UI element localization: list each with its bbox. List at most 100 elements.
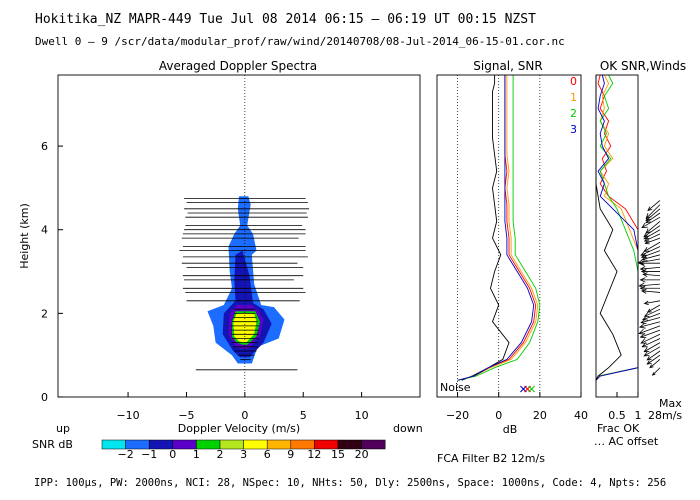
signal-panel-title: Signal, SNR <box>473 59 542 73</box>
x-tick-label: 0 <box>241 409 248 422</box>
signal-series-line <box>457 75 535 381</box>
figure-subtitle: Dwell 0 – 9 /scr/data/modular_prof/raw/w… <box>35 35 565 48</box>
wind-vector-head <box>640 318 647 324</box>
wind-vector <box>643 273 661 277</box>
wind-vector <box>639 283 661 287</box>
wind-vector <box>644 241 661 252</box>
beam-label: 2 <box>570 107 577 120</box>
ok-x-tick-label: 1 <box>635 409 642 422</box>
spectra-frame <box>57 74 421 398</box>
figure-title: Hokitika_NZ MAPR-449 Tue Jul 08 2014 06:… <box>35 12 536 27</box>
wind-vector-head <box>637 258 645 265</box>
ok-snr-winds-panel: 0 1 2 3 0.5 1 Frac OK ․․․ AC offset Max 28m/… <box>570 74 682 448</box>
wind-vector-head <box>639 277 646 283</box>
wind-vector <box>647 304 661 313</box>
noise-label: Noise <box>440 381 471 394</box>
wind-vector-head <box>646 360 652 365</box>
ok-x-tick-label: 0.5 <box>608 409 626 422</box>
beam-label: 3 <box>570 123 577 136</box>
wind-vector-head <box>645 228 652 234</box>
wind-vector-head <box>640 250 647 256</box>
signal-x-tick-label: 20 <box>533 409 547 422</box>
wind-vector-head <box>646 308 652 313</box>
wind-vector <box>646 354 661 365</box>
wind-vector <box>642 312 661 320</box>
wind-vector-head <box>649 364 654 369</box>
colorbar-tick-label: 0 <box>169 448 176 461</box>
wind-vector <box>642 254 661 260</box>
wind-vector <box>641 216 661 228</box>
wind-vector-head <box>641 342 648 348</box>
ac-offset-label: ․․․ AC offset <box>594 435 659 448</box>
signal-series-line <box>457 75 537 381</box>
wind-vector <box>649 359 661 369</box>
wind-vector <box>645 204 661 219</box>
wind-vector <box>645 237 661 244</box>
wind-vector-head <box>643 246 650 252</box>
colorbar-tick-label: −1 <box>141 448 157 461</box>
wind-vector <box>640 266 661 270</box>
filter-label: FCA Filter B2 12m/s <box>437 452 545 465</box>
wind-vector-head <box>639 265 646 272</box>
colorbar-swatch <box>361 439 386 450</box>
wind-vectors <box>637 200 661 376</box>
wind-vector <box>645 212 661 224</box>
wind-vector <box>641 317 661 323</box>
wind-vector <box>647 200 661 211</box>
wind-vector-head <box>643 351 650 357</box>
y-tick-label: 0 <box>41 391 48 404</box>
colorbar-tick-label: 9 <box>287 448 294 461</box>
wind-vector <box>644 300 661 304</box>
acquisition-parameters: IPP: 100μs, PW: 2000ns, NCI: 28, NSpec: … <box>34 477 666 489</box>
frac-ok-line <box>595 74 639 381</box>
wind-vector <box>645 208 661 221</box>
colorbar-tick-label: 3 <box>240 448 247 461</box>
frac-ok-label: Frac OK <box>597 422 640 435</box>
up-label: up <box>56 422 70 435</box>
wind-vector <box>638 258 661 264</box>
colorbar-tick-label: −2 <box>117 448 133 461</box>
max-value: 28m/s <box>648 409 682 422</box>
wind-vector-head <box>639 285 646 291</box>
spectra-x-axis-label: Doppler Velocity (m/s) <box>178 422 300 435</box>
spectra-x-ticks: −10 −5 0 5 10 <box>116 392 369 422</box>
wind-vector-head <box>651 372 656 376</box>
wind-vector <box>640 333 661 344</box>
signal-x-axis-label: dB <box>503 423 518 436</box>
y-tick-label: 2 <box>41 307 48 320</box>
wind-vector-head <box>640 288 647 294</box>
spectra-panel: −10 −5 0 5 10 0 2 4 6 Height (km) Doppler Veloc… <box>18 74 423 435</box>
wind-vector <box>641 290 661 293</box>
wind-vector-head <box>647 206 653 212</box>
wind-vector <box>639 325 661 334</box>
down-label: down <box>393 422 423 435</box>
wind-vector-head <box>640 338 647 344</box>
wind-vector-head <box>643 300 649 306</box>
noise-marker <box>528 385 535 393</box>
colorbar-tick-label: 6 <box>264 448 271 461</box>
x-tick-label: 10 <box>355 409 369 422</box>
wind-vector <box>644 229 661 240</box>
wind-vector <box>643 225 661 238</box>
wind-vector <box>652 367 661 376</box>
signal-series-line <box>461 75 510 381</box>
wind-vector-head <box>645 213 652 220</box>
wind-vector <box>644 233 661 242</box>
wind-vector-head <box>646 356 652 361</box>
noise-level-lines <box>179 197 310 371</box>
colorbar-tick-label: 1 <box>193 448 200 461</box>
wind-vector-head <box>643 312 650 317</box>
wind-vector-head <box>638 282 645 289</box>
colorbar-label: SNR dB <box>32 438 73 451</box>
wind-vector <box>642 338 661 348</box>
signal-series-line <box>457 75 541 381</box>
signal-x-tick-label: −20 <box>446 409 469 422</box>
height-y-ticks: 0 2 4 6 <box>41 140 63 404</box>
wind-vector-head <box>639 332 647 339</box>
x-tick-label: −10 <box>116 409 139 422</box>
colorbar-tick-label: 15 <box>331 448 345 461</box>
wind-vector <box>644 346 661 357</box>
colorbar-tick-label: 12 <box>307 448 321 461</box>
wind-vector-head <box>642 315 648 321</box>
